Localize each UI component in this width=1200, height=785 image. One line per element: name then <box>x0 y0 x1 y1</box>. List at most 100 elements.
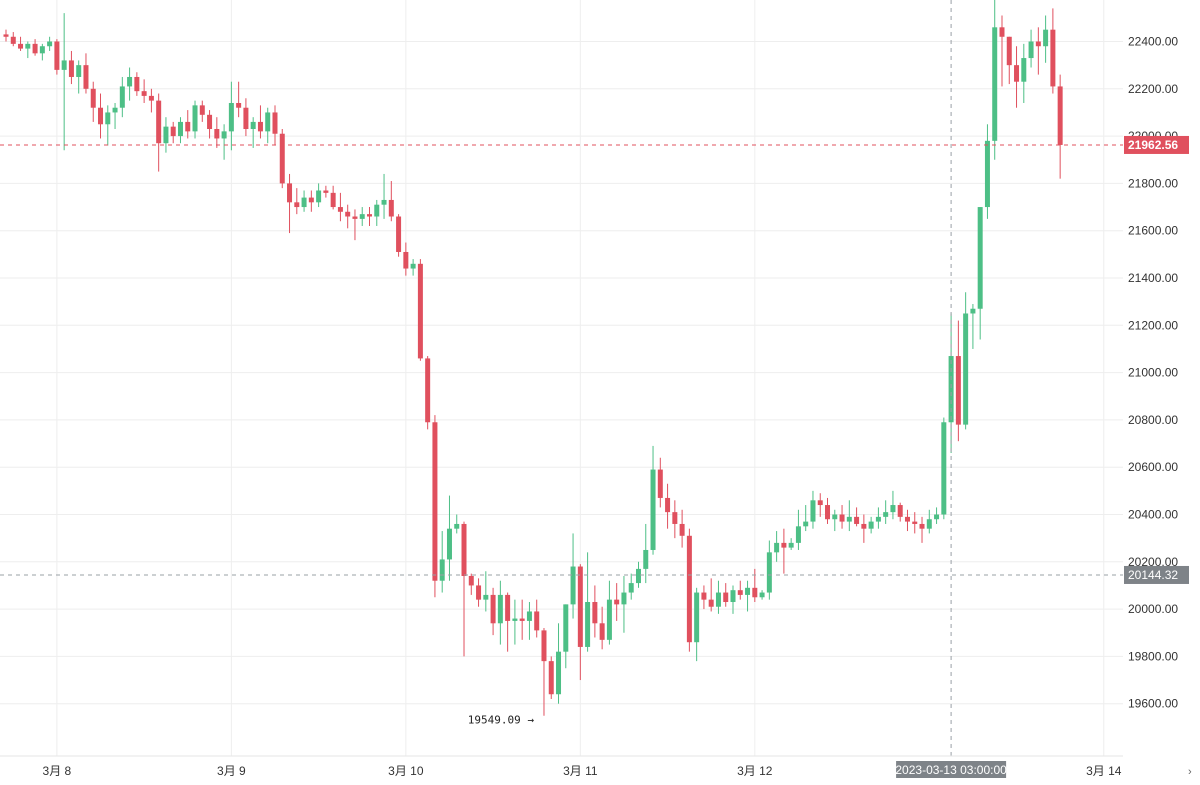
candle[interactable] <box>541 628 547 716</box>
candle[interactable] <box>984 124 990 219</box>
candle[interactable] <box>381 173 387 219</box>
candle[interactable] <box>221 124 227 160</box>
price-axis[interactable] <box>1123 0 1200 756</box>
candle[interactable] <box>752 568 758 603</box>
candle[interactable] <box>446 495 452 581</box>
candle[interactable] <box>941 417 947 520</box>
candle[interactable] <box>1006 36 1012 85</box>
candle[interactable] <box>519 599 525 640</box>
candle[interactable] <box>1028 29 1034 68</box>
candle[interactable] <box>10 32 16 47</box>
candle[interactable] <box>606 580 612 645</box>
candle[interactable] <box>192 100 198 139</box>
candle[interactable] <box>345 204 351 229</box>
candle[interactable] <box>18 36 24 51</box>
candle[interactable] <box>999 15 1005 87</box>
candle[interactable] <box>585 552 591 652</box>
candle[interactable] <box>214 117 220 148</box>
time-axis[interactable] <box>0 756 1200 780</box>
candle[interactable] <box>904 509 910 532</box>
candle[interactable] <box>61 13 67 151</box>
candle[interactable] <box>526 602 532 640</box>
candle[interactable] <box>839 505 845 529</box>
candle[interactable] <box>301 190 307 212</box>
candle[interactable] <box>454 514 460 534</box>
candle[interactable] <box>825 497 831 524</box>
candle[interactable] <box>556 623 562 704</box>
candle[interactable] <box>185 110 191 139</box>
candle[interactable] <box>359 207 365 226</box>
candle[interactable] <box>163 117 169 153</box>
candle[interactable] <box>963 292 969 430</box>
candle[interactable] <box>723 583 729 607</box>
candle[interactable] <box>1035 27 1041 75</box>
candle[interactable] <box>265 107 271 144</box>
candle[interactable] <box>1050 8 1056 94</box>
candle[interactable] <box>890 490 896 520</box>
candle[interactable] <box>410 259 416 276</box>
candle[interactable] <box>795 509 801 550</box>
candle[interactable] <box>715 580 721 614</box>
candle[interactable] <box>1014 46 1020 108</box>
candle[interactable] <box>207 110 213 139</box>
candle[interactable] <box>417 259 423 361</box>
candle[interactable] <box>854 507 860 527</box>
candle[interactable] <box>810 490 816 529</box>
candle[interactable] <box>628 573 634 600</box>
candle[interactable] <box>1043 15 1049 63</box>
candle[interactable] <box>294 188 300 215</box>
candle[interactable] <box>955 320 961 442</box>
candle[interactable] <box>621 575 627 633</box>
candle[interactable] <box>614 583 620 621</box>
candle[interactable] <box>650 445 656 555</box>
candle[interactable] <box>32 39 38 56</box>
candle[interactable] <box>992 0 998 160</box>
candle[interactable] <box>287 173 293 234</box>
candle[interactable] <box>105 105 111 146</box>
candle[interactable] <box>926 509 932 534</box>
candle[interactable] <box>367 207 372 226</box>
candle[interactable] <box>243 98 249 137</box>
candle[interactable] <box>672 500 678 539</box>
candle[interactable] <box>861 514 867 543</box>
candle[interactable] <box>316 183 322 208</box>
candle[interactable] <box>374 199 380 226</box>
candle[interactable] <box>432 415 438 598</box>
candle[interactable] <box>90 81 96 122</box>
candle[interactable] <box>643 523 649 584</box>
candle[interactable] <box>308 190 314 212</box>
candle[interactable] <box>476 578 482 607</box>
candle[interactable] <box>141 79 147 103</box>
candle[interactable] <box>461 521 467 657</box>
candle[interactable] <box>759 590 765 600</box>
candle[interactable] <box>83 53 89 94</box>
candle[interactable] <box>875 507 881 529</box>
candle[interactable] <box>679 509 685 548</box>
candle[interactable] <box>323 185 329 198</box>
candle[interactable] <box>403 242 409 276</box>
candle[interactable] <box>330 185 336 210</box>
candle[interactable] <box>919 516 925 543</box>
candle[interactable] <box>396 214 402 257</box>
candle[interactable] <box>272 105 278 146</box>
candle[interactable] <box>490 587 496 636</box>
candle[interactable] <box>1021 43 1027 103</box>
candle[interactable] <box>657 457 663 508</box>
candle[interactable] <box>156 93 162 172</box>
candle[interactable] <box>745 580 751 612</box>
candle[interactable] <box>199 100 205 122</box>
candle[interactable] <box>279 129 285 189</box>
candle[interactable] <box>425 356 431 430</box>
candle[interactable] <box>170 121 176 144</box>
candle[interactable] <box>148 88 154 113</box>
candle[interactable] <box>708 578 714 612</box>
candle[interactable] <box>577 564 583 681</box>
candle[interactable] <box>599 606 605 650</box>
candle[interactable] <box>505 592 511 652</box>
candle[interactable] <box>570 533 576 619</box>
candle[interactable] <box>1057 74 1063 179</box>
candle[interactable] <box>534 599 540 638</box>
candle[interactable] <box>737 580 743 600</box>
